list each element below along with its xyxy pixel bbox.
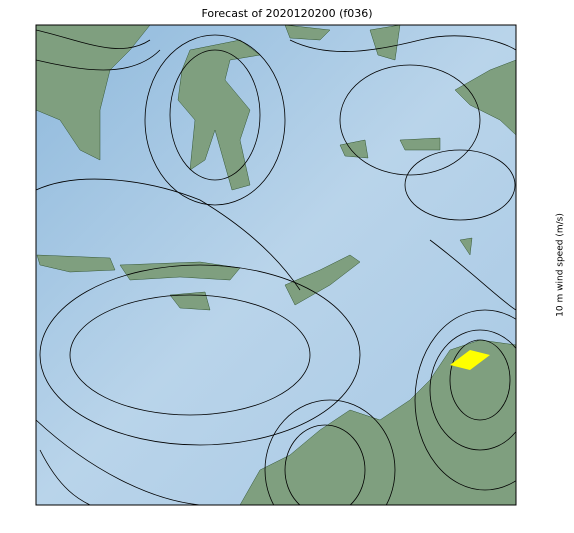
wind-shading bbox=[450, 350, 490, 370]
map-frame bbox=[35, 24, 517, 506]
map bbox=[36, 25, 516, 505]
isobars bbox=[36, 29, 516, 505]
title: Forecast of 2020120200 (f036) bbox=[201, 7, 372, 20]
colorbar-label: 10 m wind speed (m/s) bbox=[556, 213, 566, 317]
